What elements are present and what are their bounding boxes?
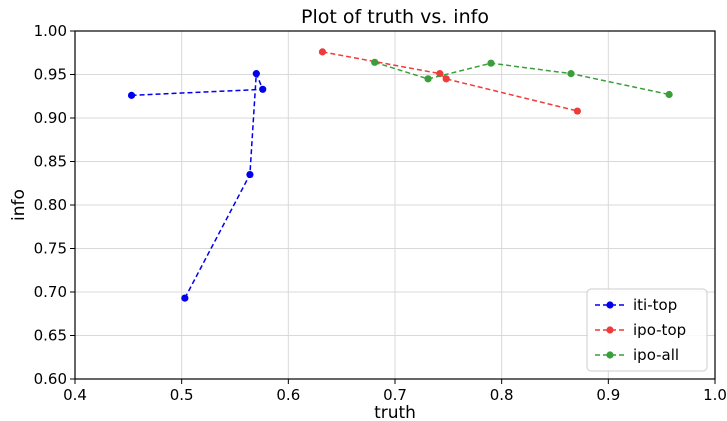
x-tick-label: 1.0 [703, 386, 727, 404]
legend-label: iti-top [633, 296, 677, 314]
data-point-ipo-all [665, 90, 673, 99]
data-point-ipo-all [424, 75, 432, 83]
series-group [127, 48, 673, 302]
series-line-ipo-all [374, 61, 670, 96]
x-tick-label: 0.8 [490, 386, 514, 404]
x-axis-label: truth [374, 403, 416, 421]
data-point-ipo-top [573, 107, 582, 115]
series-line-ipo-top [322, 51, 578, 112]
data-point-iti-top [181, 294, 189, 302]
data-point-ipo-all [487, 59, 495, 67]
chart-title: Plot of truth vs. info [301, 6, 489, 28]
data-point-ipo-top [318, 48, 327, 56]
legend-label: ipo-all [633, 346, 679, 364]
x-tick-label: 0.9 [596, 386, 620, 404]
data-point-ipo-top [442, 75, 450, 83]
legend-item-ipo-top: ipo-top [595, 321, 686, 339]
axis-ticks: 0.4 0.5 0.6 0.7 0.8 0.9 1.0 0.60 0.65 0.70 0.75 0.8… [34, 22, 727, 404]
data-point-iti-top [127, 91, 136, 99]
y-tick-label: 0.95 [34, 66, 67, 84]
y-tick-label: 0.75 [34, 240, 67, 258]
legend: iti-top ipo-top ipo-all [586, 288, 708, 372]
data-point-ipo-all [567, 70, 575, 78]
legend-marker [606, 351, 614, 359]
legend-box [586, 288, 708, 372]
y-tick-label: 0.85 [34, 153, 67, 171]
y-tick-label: 0.90 [34, 109, 67, 127]
series-ipo-all [371, 58, 673, 99]
y-tick-label: 0.60 [34, 370, 67, 388]
x-tick-label: 0.4 [63, 386, 87, 404]
legend-marker [606, 326, 614, 334]
data-point-iti-top [246, 170, 254, 179]
x-tick-label: 0.6 [276, 386, 300, 404]
x-tick-label: 0.7 [383, 386, 407, 404]
series-iti-top [127, 70, 267, 302]
data-point-ipo-top [436, 70, 444, 78]
data-point-ipo-all [371, 58, 379, 66]
data-point-iti-top [259, 85, 267, 93]
legend-item-iti-top: iti-top [595, 296, 677, 314]
y-tick-label: 1.00 [34, 22, 67, 40]
series-line-iti-top [131, 73, 264, 299]
y-tick-label: 0.80 [34, 196, 67, 214]
y-axis-label: info [9, 189, 29, 221]
y-tick-label: 0.70 [34, 283, 67, 301]
legend-item-ipo-all: ipo-all [595, 346, 679, 364]
y-tick-label: 0.65 [34, 327, 67, 345]
legend-marker [606, 301, 614, 309]
series-ipo-top [318, 48, 582, 115]
x-tick-label: 0.5 [170, 386, 194, 404]
legend-label: ipo-top [633, 321, 686, 339]
data-point-iti-top [252, 70, 260, 78]
